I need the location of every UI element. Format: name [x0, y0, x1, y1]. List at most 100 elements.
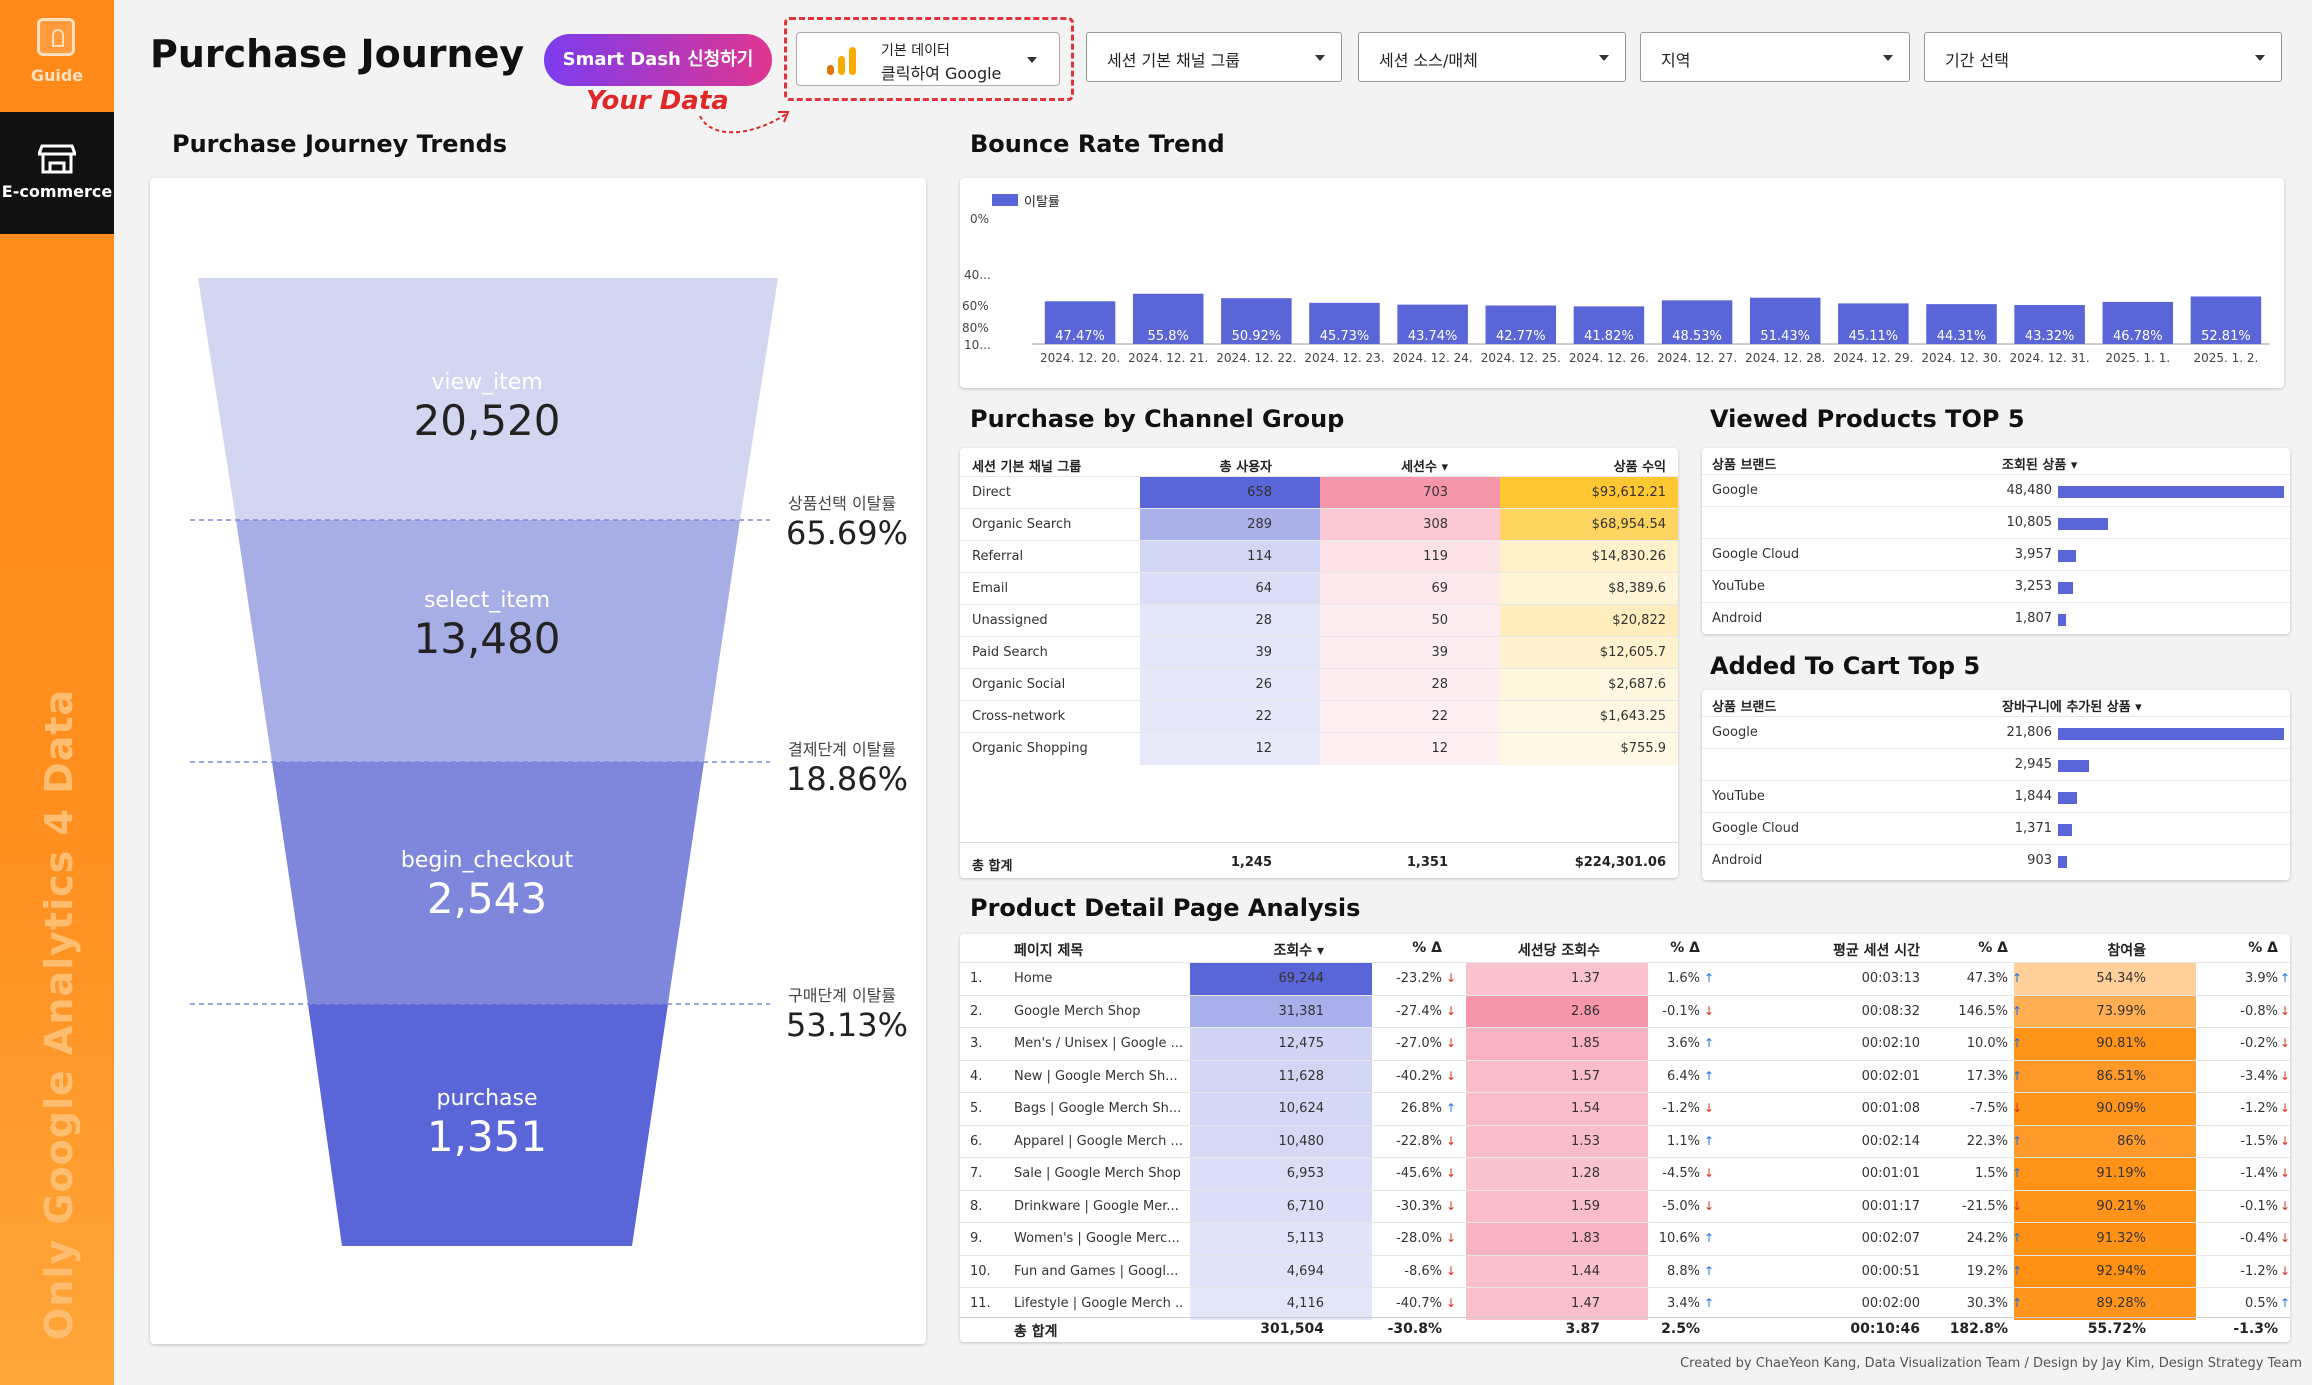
revenue-heat-cell	[1500, 573, 1678, 605]
pdp-row[interactable]: 1. Home 69,244 -23.2% 1.37 1.6% 00:03:13 47.3% 5…	[960, 962, 2290, 995]
channel-row[interactable]: Organic Search 289 308 $68,954.54	[960, 508, 1678, 541]
filter-date-range[interactable]: 기간 선택	[1924, 32, 2282, 82]
filter-source-medium[interactable]: 세션 소스/매체	[1358, 32, 1626, 82]
brand-count: 48,480	[2006, 483, 2053, 498]
data-source-selector[interactable]: 기본 데이터 클릭하여 Google	[796, 32, 1060, 86]
col-header[interactable]: 조회수 ▾	[1273, 943, 1324, 959]
nav-guide[interactable]: Guide	[0, 0, 114, 112]
col-header[interactable]: 상품 브랜드	[1712, 700, 1777, 715]
channel-name: Organic Social	[972, 677, 1066, 692]
session-views-cell: 1.54	[1571, 1101, 1600, 1116]
bounce-bar-label: 51.43%	[1760, 329, 1810, 344]
col-header[interactable]: 조회된 상품 ▾	[2002, 458, 2078, 473]
y-tick: 10...	[964, 338, 991, 352]
session-views-cell: 1.53	[1571, 1133, 1600, 1149]
funnel-stage-purchase	[308, 1004, 668, 1246]
channel-users: 658	[1247, 485, 1272, 500]
bounce-bar-label: 47.47%	[1055, 329, 1105, 344]
top5-row[interactable]: Android 1,807	[1702, 602, 2290, 634]
pdp-row[interactable]: 6. Apparel | Google Merch ... 10,480 -22.8%…	[960, 1124, 2290, 1158]
y-tick: 60%	[962, 299, 989, 313]
channel-row[interactable]: Email 64 69 $8,389.6	[960, 572, 1678, 605]
top5-row[interactable]: Google 21,806	[1702, 716, 2290, 748]
channel-sessions: 703	[1423, 485, 1448, 500]
top5-row[interactable]: Android 903	[1702, 844, 2290, 876]
col-header[interactable]: 페이지 제목	[1014, 943, 1084, 959]
channel-row[interactable]: Organic Shopping 12 12 $755.9	[960, 732, 1678, 765]
channel-row[interactable]: Unassigned 28 50 $20,822	[960, 604, 1678, 637]
x-tick-label: 2024. 12. 28.	[1745, 351, 1825, 365]
bounce-bar-label: 44.31%	[1937, 329, 1987, 344]
row-index: 11.	[970, 1296, 991, 1311]
filter-region[interactable]: 지역	[1640, 32, 1910, 82]
col-header[interactable]: % Δ	[1670, 940, 1700, 956]
top5-row[interactable]: Google 48,480	[1702, 474, 2290, 506]
users-heat-cell	[1140, 477, 1320, 509]
col-header[interactable]: 장바구니에 추가된 상품 ▾	[2002, 700, 2142, 715]
avg-session-time-cell: 00:08:32	[1861, 1003, 1920, 1019]
col-header[interactable]: 참여율	[2107, 943, 2146, 959]
filter-channel-group[interactable]: 세션 기본 채널 그룹	[1086, 32, 1342, 82]
col-header[interactable]: % Δ	[2248, 940, 2278, 956]
col-header[interactable]: 상품 브랜드	[1712, 458, 1777, 473]
bounce-bar-label: 45.73%	[1320, 329, 1370, 344]
pdp-row[interactable]: 11. Lifestyle | Google Merch ... 4,116 -40.…	[960, 1287, 2290, 1320]
col-header[interactable]: % Δ	[1412, 940, 1442, 956]
engagement-delta-cell: 3.9%	[2244, 971, 2278, 986]
smart-dash-button[interactable]: Smart Dash 신청하기	[544, 34, 772, 86]
engagement-delta-cell: -0.1%	[2240, 1198, 2278, 1214]
engagement-cell: 86%	[2117, 1133, 2146, 1149]
top5-row[interactable]: Google Cloud 3,957	[1702, 538, 2290, 570]
channel-name: Organic Shopping	[972, 741, 1088, 756]
col-header[interactable]: 상품 수익	[1613, 460, 1666, 475]
total-views-delta: -30.8%	[1387, 1321, 1442, 1337]
brand-name: Google	[1712, 483, 1758, 498]
engagement-heat-cell	[2014, 1125, 2196, 1158]
session-views-heat-cell	[1466, 1028, 1648, 1060]
top5-row[interactable]: YouTube 3,253	[1702, 570, 2290, 602]
arrow-up-icon: ↑	[2012, 1166, 2023, 1180]
col-header[interactable]: 세션 기본 채널 그룹	[972, 460, 1082, 475]
session-views-cell: 2.86	[1571, 1003, 1600, 1019]
bounce-bar-label: 41.82%	[1584, 329, 1634, 344]
col-header[interactable]: 세션수 ▾	[1401, 460, 1448, 475]
pdp-header-row: 페이지 제목 조회수 ▾ % Δ 세션당 조회수 % Δ 평균 세션 시간 % Δ 참여율 % …	[960, 934, 2290, 962]
pdp-row[interactable]: 10. Fun and Games | Googl... 4,694 -8.6% 1.4…	[960, 1254, 2290, 1288]
top5-row[interactable]: 10,805	[1702, 506, 2290, 538]
views-cell: 6,953	[1286, 1166, 1324, 1181]
pdp-row[interactable]: 3. Men's / Unisex | Google ... 12,475 -27.0…	[960, 1027, 2290, 1060]
pdp-row[interactable]: 5. Bags | Google Merch Sh... 10,624 26.8% 1.…	[960, 1092, 2290, 1125]
pdp-row[interactable]: 2. Google Merch Shop 31,381 -27.4% 2.86 -0.1%…	[960, 994, 2290, 1028]
total-engagement: 55.72%	[2087, 1321, 2146, 1337]
nav-ecommerce[interactable]: E-commerce	[0, 112, 114, 234]
x-tick-label: 2024. 12. 20.	[1040, 351, 1120, 365]
top5-row[interactable]: YouTube 1,844	[1702, 780, 2290, 812]
channel-row[interactable]: Direct 658 703 $93,612.21	[960, 476, 1678, 509]
col-header[interactable]: 총 사용자	[1219, 460, 1272, 475]
brand-bar	[2058, 486, 2284, 498]
channel-row[interactable]: Cross-network 22 22 $1,643.25	[960, 700, 1678, 733]
avg-session-time-cell: 00:03:13	[1861, 971, 1920, 986]
top5-row[interactable]: 2,945	[1702, 748, 2290, 780]
col-header[interactable]: 평균 세션 시간	[1832, 943, 1920, 959]
engagement-heat-cell	[2014, 1158, 2196, 1190]
col-header[interactable]: % Δ	[1978, 940, 2008, 956]
top5-row[interactable]: Google Cloud 1,371	[1702, 812, 2290, 844]
channel-row[interactable]: Organic Social 26 28 $2,687.6	[960, 668, 1678, 701]
channel-row[interactable]: Paid Search 39 39 $12,605.7	[960, 636, 1678, 669]
col-header[interactable]: 세션당 조회수	[1517, 943, 1600, 959]
views-delta-cell: -27.0%	[1396, 1036, 1442, 1051]
pdp-row[interactable]: 7. Sale | Google Merch Shop 6,953 -45.6% 1.2…	[960, 1157, 2290, 1190]
pdp-row[interactable]: 4. New | Google Merch Sh... 11,628 -40.2% 1.…	[960, 1059, 2290, 1093]
channel-sessions: 12	[1431, 741, 1448, 756]
pdp-row[interactable]: 8. Drinkware | Google Mer... 6,710 -30.3% 1.…	[960, 1189, 2290, 1223]
page-title-cell: Lifestyle | Google Merch ...	[1014, 1296, 1184, 1311]
channel-row[interactable]: Referral 114 119 $14,830.26	[960, 540, 1678, 573]
session-views-delta-cell: -1.2%	[1662, 1101, 1700, 1116]
chevron-down-icon	[2255, 55, 2265, 61]
y-tick: 0%	[970, 212, 990, 226]
pdp-row[interactable]: 9. Women's | Google Merc... 5,113 -28.0% 1.8…	[960, 1222, 2290, 1255]
arrow-down-icon: ↓	[1704, 1101, 1715, 1115]
total-avg-session-time-delta: 182.8%	[1949, 1321, 2008, 1337]
sessions-heat-cell	[1320, 669, 1500, 701]
